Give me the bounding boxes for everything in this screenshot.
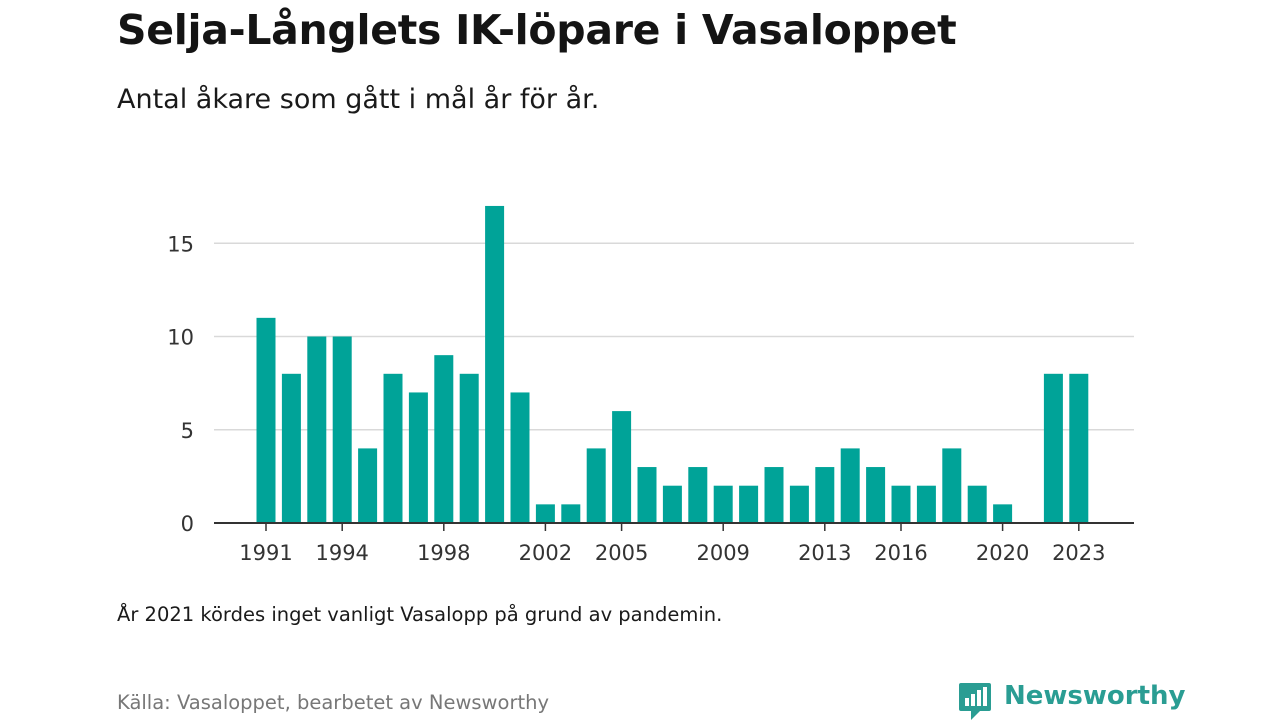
bar-2004 (586, 448, 606, 523)
bar-2016 (891, 485, 911, 523)
bar-2000 (485, 205, 505, 523)
bar-1993 (307, 336, 327, 523)
bar-2013 (815, 467, 835, 523)
bar-2005 (612, 411, 632, 523)
bar-2001 (510, 392, 530, 523)
y-tick-label: 10 (167, 326, 194, 350)
y-axis-ticks: 0 5 10 15 (167, 232, 194, 536)
bar-1998 (434, 355, 454, 523)
y-tick-label: 0 (181, 512, 194, 536)
bars (256, 205, 1089, 523)
bar-2015 (866, 467, 886, 523)
bar-1999 (459, 373, 479, 523)
bar-2009 (713, 485, 733, 523)
x-axis-ticks: 1991 1994 1998 2002 2005 2009 2013 2016 2020 2023 (239, 523, 1106, 565)
newsworthy-logo-icon (959, 683, 991, 720)
bar-2018 (942, 448, 962, 523)
bar-2020 (993, 504, 1013, 523)
bar-1992 (281, 373, 301, 523)
bar-2012 (789, 485, 809, 523)
bar-1991 (256, 317, 276, 523)
chart-subtitle: Antal åkare som gått i mål år för år. (117, 84, 600, 115)
bar-2003 (561, 504, 581, 523)
bar-2017 (916, 485, 936, 523)
brand-logo: Newsworthy (958, 678, 1185, 720)
brand-name: Newsworthy (1004, 681, 1186, 711)
x-tick-label: 1994 (315, 541, 368, 565)
bar-2014 (840, 448, 860, 523)
bar-2007 (662, 485, 682, 523)
bar-2011 (764, 467, 784, 523)
bar-1994 (332, 336, 352, 523)
bar-2008 (688, 467, 708, 523)
bar-chart: 0 5 10 15 1991 1994 1998 2002 2005 2009 2013 2016 2… (167, 205, 1134, 565)
x-tick-label: 1998 (417, 541, 470, 565)
gridlines (214, 242, 1134, 431)
bar-2010 (739, 485, 759, 523)
bar-2002 (535, 504, 555, 523)
y-tick-label: 5 (181, 419, 194, 443)
bar-2019 (967, 485, 987, 523)
bar-1996 (383, 373, 403, 523)
x-tick-label: 2002 (519, 541, 572, 565)
x-tick-label: 2013 (798, 541, 851, 565)
footnote: År 2021 kördes inget vanligt Vasalopp på… (117, 603, 723, 626)
x-tick-label: 1991 (239, 541, 292, 565)
y-tick-label: 15 (167, 232, 194, 256)
bar-1995 (358, 448, 378, 523)
x-tick-label: 2009 (696, 541, 749, 565)
source-credit: Källa: Vasaloppet, bearbetet av Newswort… (117, 691, 549, 714)
x-tick-label: 2005 (595, 541, 648, 565)
bar-2023 (1069, 373, 1089, 523)
x-tick-label: 2023 (1052, 541, 1105, 565)
bar-2006 (637, 467, 657, 523)
bar-1997 (408, 392, 428, 523)
chart-title: Selja-Långlets IK-löpare i Vasaloppet (117, 6, 957, 54)
x-tick-label: 2016 (874, 541, 927, 565)
bar-2022 (1043, 373, 1063, 523)
x-tick-label: 2020 (976, 541, 1029, 565)
